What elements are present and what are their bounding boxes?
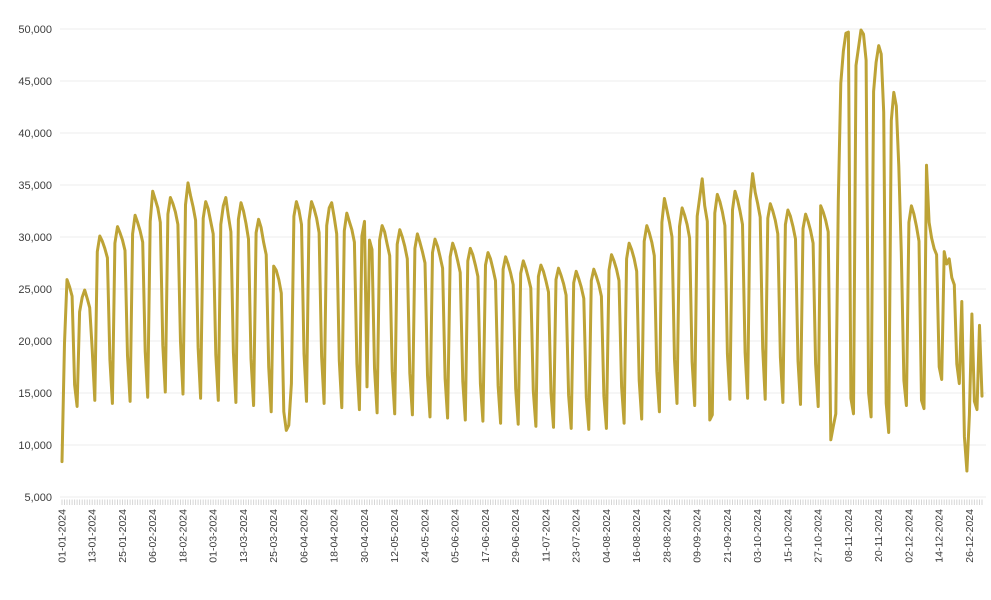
x-axis-tick-label: 20-11-2024 <box>873 509 885 562</box>
x-axis-tick-label: 14-12-2024 <box>934 509 946 563</box>
x-axis-tick-label: 01-01-2024 <box>57 509 69 563</box>
x-axis-tick-label: 23-07-2024 <box>571 509 583 563</box>
y-axis-tick-label: 10,000 <box>18 440 52 452</box>
x-axis-tick-label: 11-07-2024 <box>540 509 552 562</box>
y-axis-tick-label: 15,000 <box>18 388 52 400</box>
y-axis-tick-label: 30,000 <box>18 232 52 244</box>
x-axis-tick-label: 12-05-2024 <box>389 509 401 563</box>
y-axis-tick-label: 25,000 <box>18 284 52 296</box>
x-axis-tick-label: 21-09-2024 <box>722 509 734 563</box>
data-line <box>60 28 984 473</box>
x-axis-tick-label: 04-08-2024 <box>601 509 613 563</box>
y-axis-tick-label: 40,000 <box>18 128 52 140</box>
x-axis-tick-label: 27-10-2024 <box>813 509 825 563</box>
y-axis-tick-label: 50,000 <box>18 24 52 36</box>
x-axis-tick-label: 13-03-2024 <box>238 509 250 563</box>
x-axis-tick-label: 24-05-2024 <box>420 509 432 563</box>
x-axis-tick-label: 05-06-2024 <box>450 509 462 563</box>
x-axis-tick-label: 16-08-2024 <box>631 509 643 563</box>
x-axis-tick-label: 15-10-2024 <box>782 509 794 563</box>
x-axis-tick-label: 25-03-2024 <box>268 509 280 563</box>
x-axis-tick-label: 13-01-2024 <box>87 509 99 563</box>
x-axis-tick-label: 30-04-2024 <box>359 509 371 563</box>
y-axis-tick-label: 35,000 <box>18 180 52 192</box>
x-axis-tick-label: 01-03-2024 <box>208 509 220 563</box>
x-axis-tick-label: 02-12-2024 <box>903 509 915 563</box>
x-axis-tick-label: 09-09-2024 <box>692 509 704 563</box>
x-axis-tick-label: 25-01-2024 <box>117 509 129 563</box>
x-axis-tick-label: 08-11-2024 <box>843 509 855 562</box>
x-axis-tick-label: 18-02-2024 <box>178 509 190 563</box>
y-axis-tick-label: 5,000 <box>24 492 52 504</box>
x-axis-tick-label: 17-06-2024 <box>480 509 492 563</box>
x-axis-tick-label: 28-08-2024 <box>661 509 673 563</box>
x-axis-tick-label: 18-04-2024 <box>329 509 341 563</box>
y-axis-tick-label: 45,000 <box>18 76 52 88</box>
x-axis-tick-label: 06-02-2024 <box>147 509 159 563</box>
x-axis-tick-label: 06-04-2024 <box>299 509 311 563</box>
x-axis-tick-label: 29-06-2024 <box>510 509 522 563</box>
x-axis-tick-label: 26-12-2024 <box>964 509 976 563</box>
x-axis-tick-label: 03-10-2024 <box>752 509 764 563</box>
y-axis-tick-label: 20,000 <box>18 336 52 348</box>
